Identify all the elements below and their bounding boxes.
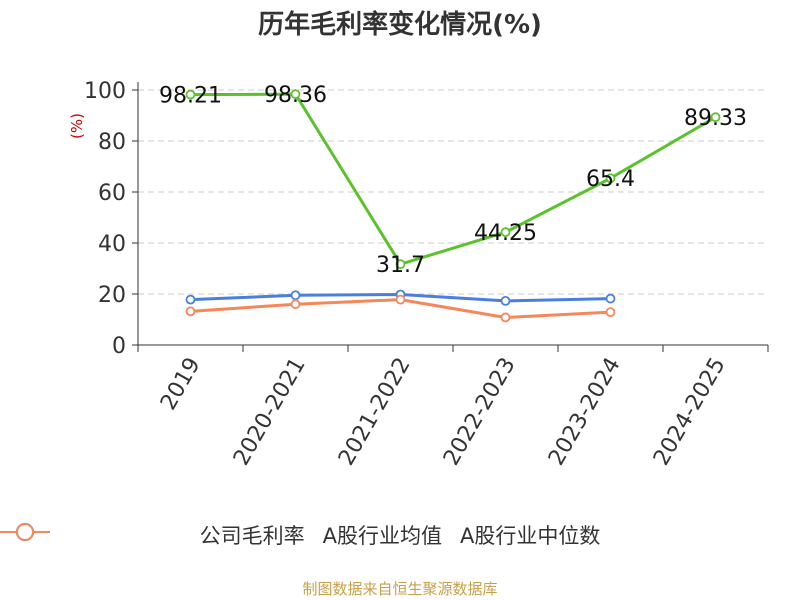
y-axis-label: (%): [68, 113, 86, 139]
data-point: [605, 173, 616, 184]
data-point: [185, 89, 196, 100]
data-point: [185, 294, 196, 305]
x-tick-label: 2023-2024: [544, 354, 626, 470]
x-tick-label: 2021-2022: [334, 354, 416, 470]
x-tick-label: 2019: [156, 354, 206, 415]
data-point: [290, 89, 301, 100]
legend-item-industry-mean[interactable]: A股行业均值: [0, 520, 442, 550]
legend-label: A股行业均值: [322, 524, 442, 548]
data-point: [500, 295, 511, 306]
data-point: [290, 290, 301, 301]
data-point: [395, 294, 406, 305]
data-point: [290, 299, 301, 310]
y-tick-label: 60: [98, 181, 126, 206]
data-point: [500, 227, 511, 238]
chart-title: 历年毛利率变化情况(%): [258, 10, 542, 40]
legend-item-company[interactable]: 公司毛利率: [0, 520, 305, 550]
data-label: 65.4: [586, 167, 635, 192]
legend-label: 公司毛利率: [199, 524, 305, 548]
y-tick-label: 80: [98, 130, 126, 155]
y-tick-label: 20: [98, 283, 126, 308]
x-tick-label: 2020-2021: [229, 354, 311, 470]
data-point: [500, 312, 511, 323]
y-tick-label: 40: [98, 232, 126, 257]
data-label: 98.36: [264, 83, 327, 108]
series-line: [190, 92, 717, 266]
y-tick-label: 100: [84, 79, 126, 104]
data-point: [605, 307, 616, 318]
data-label: 89.33: [684, 106, 747, 131]
data-point: [395, 259, 406, 270]
data-label: 44.25: [474, 221, 537, 246]
data-point: [605, 293, 616, 304]
legend: 公司毛利率 A股行业均值 A股行业中位数: [0, 520, 800, 550]
legend-item-industry-median[interactable]: A股行业中位数: [0, 520, 601, 550]
source-note: 制图数据来自恒生聚源数据库: [302, 580, 498, 598]
data-label: 98.21: [159, 84, 222, 109]
y-tick-label: 0: [112, 334, 126, 359]
data-point: [185, 306, 196, 317]
legend-line-icon: [0, 523, 50, 541]
data-point: [710, 112, 721, 123]
x-tick-label: 2022-2023: [439, 354, 521, 470]
legend-label: A股行业中位数: [460, 524, 601, 548]
x-tick-label: 2024-2025: [649, 354, 731, 470]
data-label: 31.7: [376, 253, 425, 278]
